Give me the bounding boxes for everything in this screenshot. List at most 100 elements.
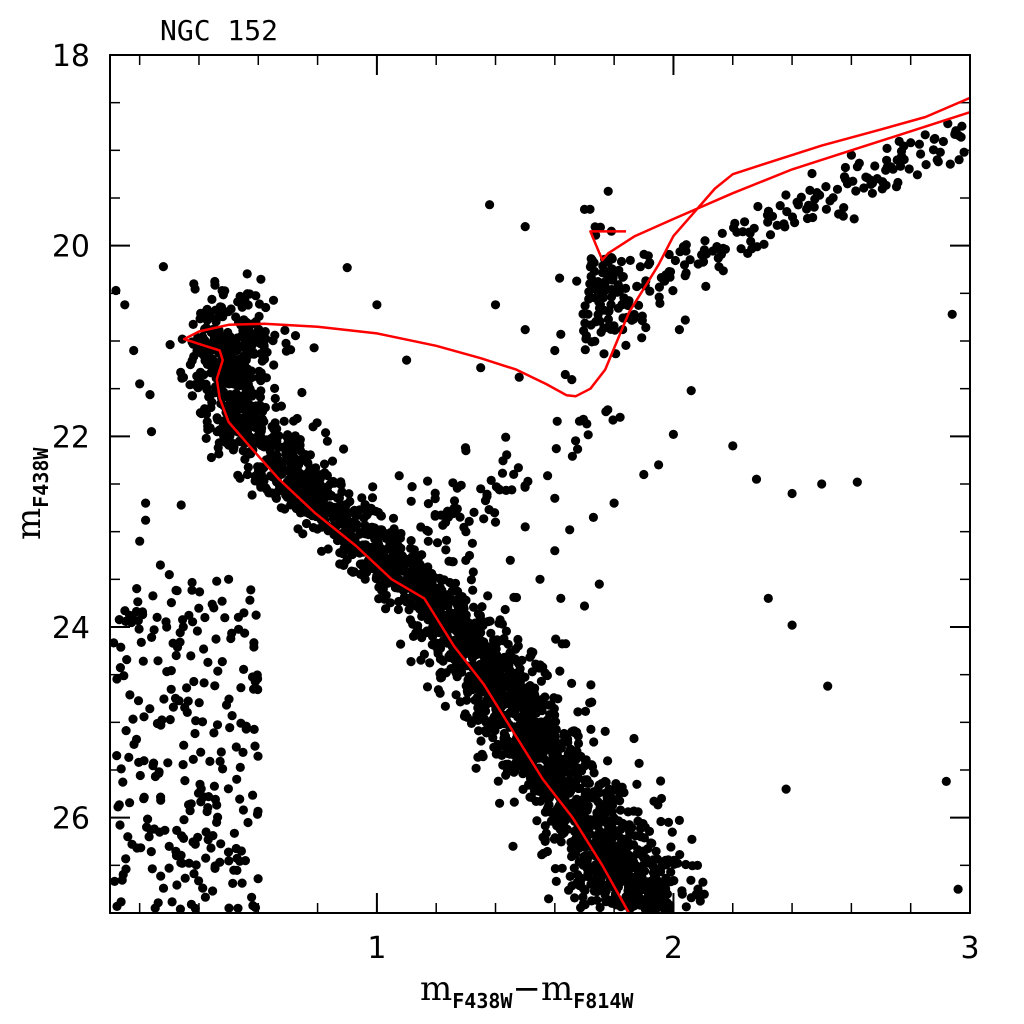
star-point	[615, 412, 625, 422]
star-point	[601, 777, 611, 787]
star-point	[261, 302, 271, 313]
star-point	[406, 536, 416, 546]
star-point	[406, 543, 416, 554]
star-point	[580, 301, 590, 311]
star-point	[938, 136, 949, 147]
star-point	[255, 400, 265, 410]
star-point	[551, 444, 561, 454]
star-point	[164, 863, 174, 873]
star-point	[570, 893, 580, 903]
star-point	[357, 493, 367, 503]
star-point	[920, 130, 930, 140]
star-point	[447, 586, 458, 596]
star-point	[223, 784, 233, 794]
star-point	[767, 211, 778, 221]
star-point	[345, 496, 355, 507]
star-point	[540, 692, 550, 702]
star-point	[268, 336, 278, 346]
star-point	[807, 168, 817, 179]
star-point	[461, 527, 471, 537]
star-point	[542, 756, 552, 766]
star-point	[290, 331, 301, 341]
star-point	[209, 781, 219, 791]
star-point	[200, 612, 210, 623]
star-point	[584, 868, 594, 879]
star-point	[193, 832, 203, 843]
star-point	[195, 408, 205, 418]
star-point	[240, 418, 250, 428]
star-point	[414, 627, 424, 637]
star-point	[189, 279, 199, 289]
star-point	[372, 300, 382, 310]
star-point	[499, 680, 509, 691]
star-point	[629, 314, 639, 324]
star-point	[207, 294, 217, 304]
star-point	[503, 639, 513, 649]
star-point	[679, 260, 690, 270]
star-point	[666, 842, 676, 852]
star-point	[218, 290, 228, 300]
star-point	[325, 479, 335, 489]
star-point	[550, 493, 560, 503]
star-point	[340, 506, 350, 516]
star-point	[588, 512, 599, 523]
star-point	[840, 162, 851, 173]
star-point	[203, 425, 213, 435]
star-point	[763, 593, 773, 604]
y-tick-label: 22	[52, 420, 90, 455]
star-point	[124, 752, 134, 763]
star-point	[451, 623, 461, 633]
x-label-sub1: F438W	[452, 989, 513, 1013]
star-point	[190, 728, 200, 739]
star-point	[896, 146, 907, 156]
star-point	[133, 597, 143, 607]
star-point	[344, 489, 354, 499]
star-point	[448, 557, 458, 567]
star-point	[469, 602, 479, 612]
star-point	[271, 454, 281, 464]
star-point	[617, 300, 627, 310]
star-point	[233, 612, 243, 622]
star-point	[211, 634, 221, 644]
star-point	[590, 877, 601, 887]
star-point	[914, 139, 925, 149]
star-point	[674, 325, 685, 335]
star-point	[291, 497, 301, 507]
star-point	[619, 787, 629, 798]
star-point	[200, 892, 210, 902]
star-point	[189, 676, 199, 687]
star-point	[839, 203, 849, 213]
star-point	[327, 456, 338, 466]
star-point	[508, 841, 518, 851]
star-point	[303, 458, 313, 468]
star-point	[121, 726, 131, 736]
star-point	[551, 634, 561, 644]
star-point	[290, 431, 300, 441]
star-point	[532, 816, 542, 826]
star-point	[301, 518, 312, 529]
star-point	[921, 160, 931, 170]
star-point	[832, 184, 843, 194]
star-point	[805, 185, 815, 195]
star-point	[438, 656, 448, 666]
star-point	[270, 461, 280, 471]
star-point	[823, 681, 833, 691]
star-point	[176, 500, 186, 510]
star-point	[586, 271, 596, 282]
star-point	[273, 441, 283, 451]
star-point	[249, 684, 259, 694]
star-point	[669, 876, 679, 886]
star-point	[592, 895, 602, 905]
star-point	[601, 897, 611, 907]
star-point	[468, 585, 478, 595]
star-point	[229, 828, 239, 838]
star-point	[486, 475, 496, 485]
star-point	[470, 618, 480, 628]
star-point	[201, 827, 211, 837]
star-point	[513, 641, 523, 651]
star-point	[318, 491, 328, 501]
star-point	[323, 544, 333, 554]
star-point	[584, 287, 594, 297]
star-point	[204, 392, 214, 402]
star-point	[239, 664, 249, 675]
